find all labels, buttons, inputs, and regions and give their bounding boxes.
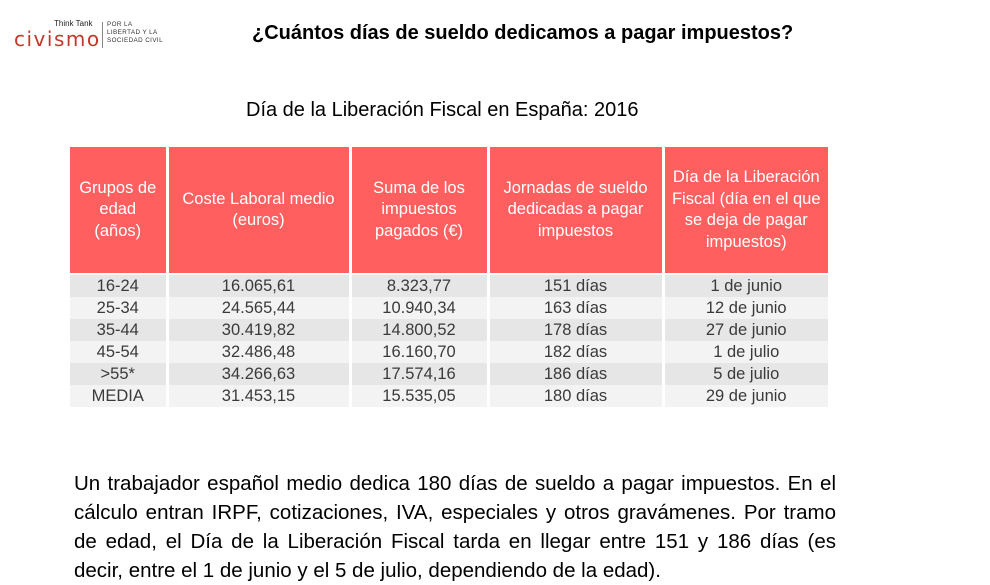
summary-paragraph: Un trabajador español medio dedica 180 d… [74,471,836,582]
table-title: Día de la Liberación Fiscal en España: 2… [246,99,639,121]
header-age-group: Grupos de edad (años) [70,147,169,275]
cell-labor-cost: 24.565,44 [167,297,352,319]
logo-think-tank: Think Tank [54,19,93,28]
cell-labor-cost: 16.065,61 [167,274,352,297]
logo-divider [102,22,103,48]
cell-taxes-paid: 10.940,34 [350,297,490,319]
table-row: 35-44 30.419,82 14.800,52 178 días 27 de… [70,319,828,341]
cell-workdays: 182 días [488,341,665,363]
cell-age-group: 45-54 [70,341,169,363]
table-header-row: Grupos de edad (años) Coste Laboral medi… [70,147,828,275]
cell-workdays: 180 días [488,385,665,407]
cell-workdays: 163 días [488,297,665,319]
header-workdays: Jornadas de sueldo dedicadas a pagar imp… [488,147,665,275]
header-labor-cost: Coste Laboral medio (euros) [167,147,352,275]
cell-liberation-day: 1 de junio [663,274,828,297]
civismo-logo: Think Tank civismo POR LA LIBERTAD Y LA … [14,18,184,52]
header-taxes-paid: Suma de los impuestos pagados (€) [350,147,490,275]
cell-liberation-day: 12 de junio [663,297,828,319]
cell-taxes-paid: 8.323,77 [350,274,490,297]
cell-liberation-day: 1 de julio [663,341,828,363]
cell-liberation-day: 27 de junio [663,319,828,341]
cell-workdays: 151 días [488,274,665,297]
cell-taxes-paid: 15.535,05 [350,385,490,407]
cell-taxes-paid: 17.574,16 [350,363,490,385]
cell-workdays: 178 días [488,319,665,341]
page-headline: ¿Cuántos días de sueldo dedicamos a paga… [252,22,794,44]
cell-taxes-paid: 14.800,52 [350,319,490,341]
cell-liberation-day: 29 de junio [663,385,828,407]
cell-labor-cost: 30.419,82 [167,319,352,341]
cell-liberation-day: 5 de julio [663,363,828,385]
cell-age-group: 16-24 [70,274,169,297]
logo-tagline: POR LA LIBERTAD Y LA SOCIEDAD CIVIL [107,21,163,44]
cell-age-group: MEDIA [70,385,169,407]
cell-age-group: 35-44 [70,319,169,341]
table-row: 45-54 32.486,48 16.160,70 182 días 1 de … [70,341,828,363]
cell-age-group: 25-34 [70,297,169,319]
cell-labor-cost: 31.453,15 [167,385,352,407]
header-liberation-day: Día de la Liberación Fiscal (día en el q… [663,147,828,275]
table-row: 25-34 24.565,44 10.940,34 163 días 12 de… [70,297,828,319]
cell-taxes-paid: 16.160,70 [350,341,490,363]
cell-labor-cost: 32.486,48 [167,341,352,363]
table-row-average: MEDIA 31.453,15 15.535,05 180 días 29 de… [70,385,828,407]
liberation-day-table: Grupos de edad (años) Coste Laboral medi… [70,147,828,407]
cell-labor-cost: 34.266,63 [167,363,352,385]
cell-age-group: >55* [70,363,169,385]
logo-wordmark: civismo [14,27,101,51]
cell-workdays: 186 días [488,363,665,385]
table-row: 16-24 16.065,61 8.323,77 151 días 1 de j… [70,274,828,297]
table-row: >55* 34.266,63 17.574,16 186 días 5 de j… [70,363,828,385]
